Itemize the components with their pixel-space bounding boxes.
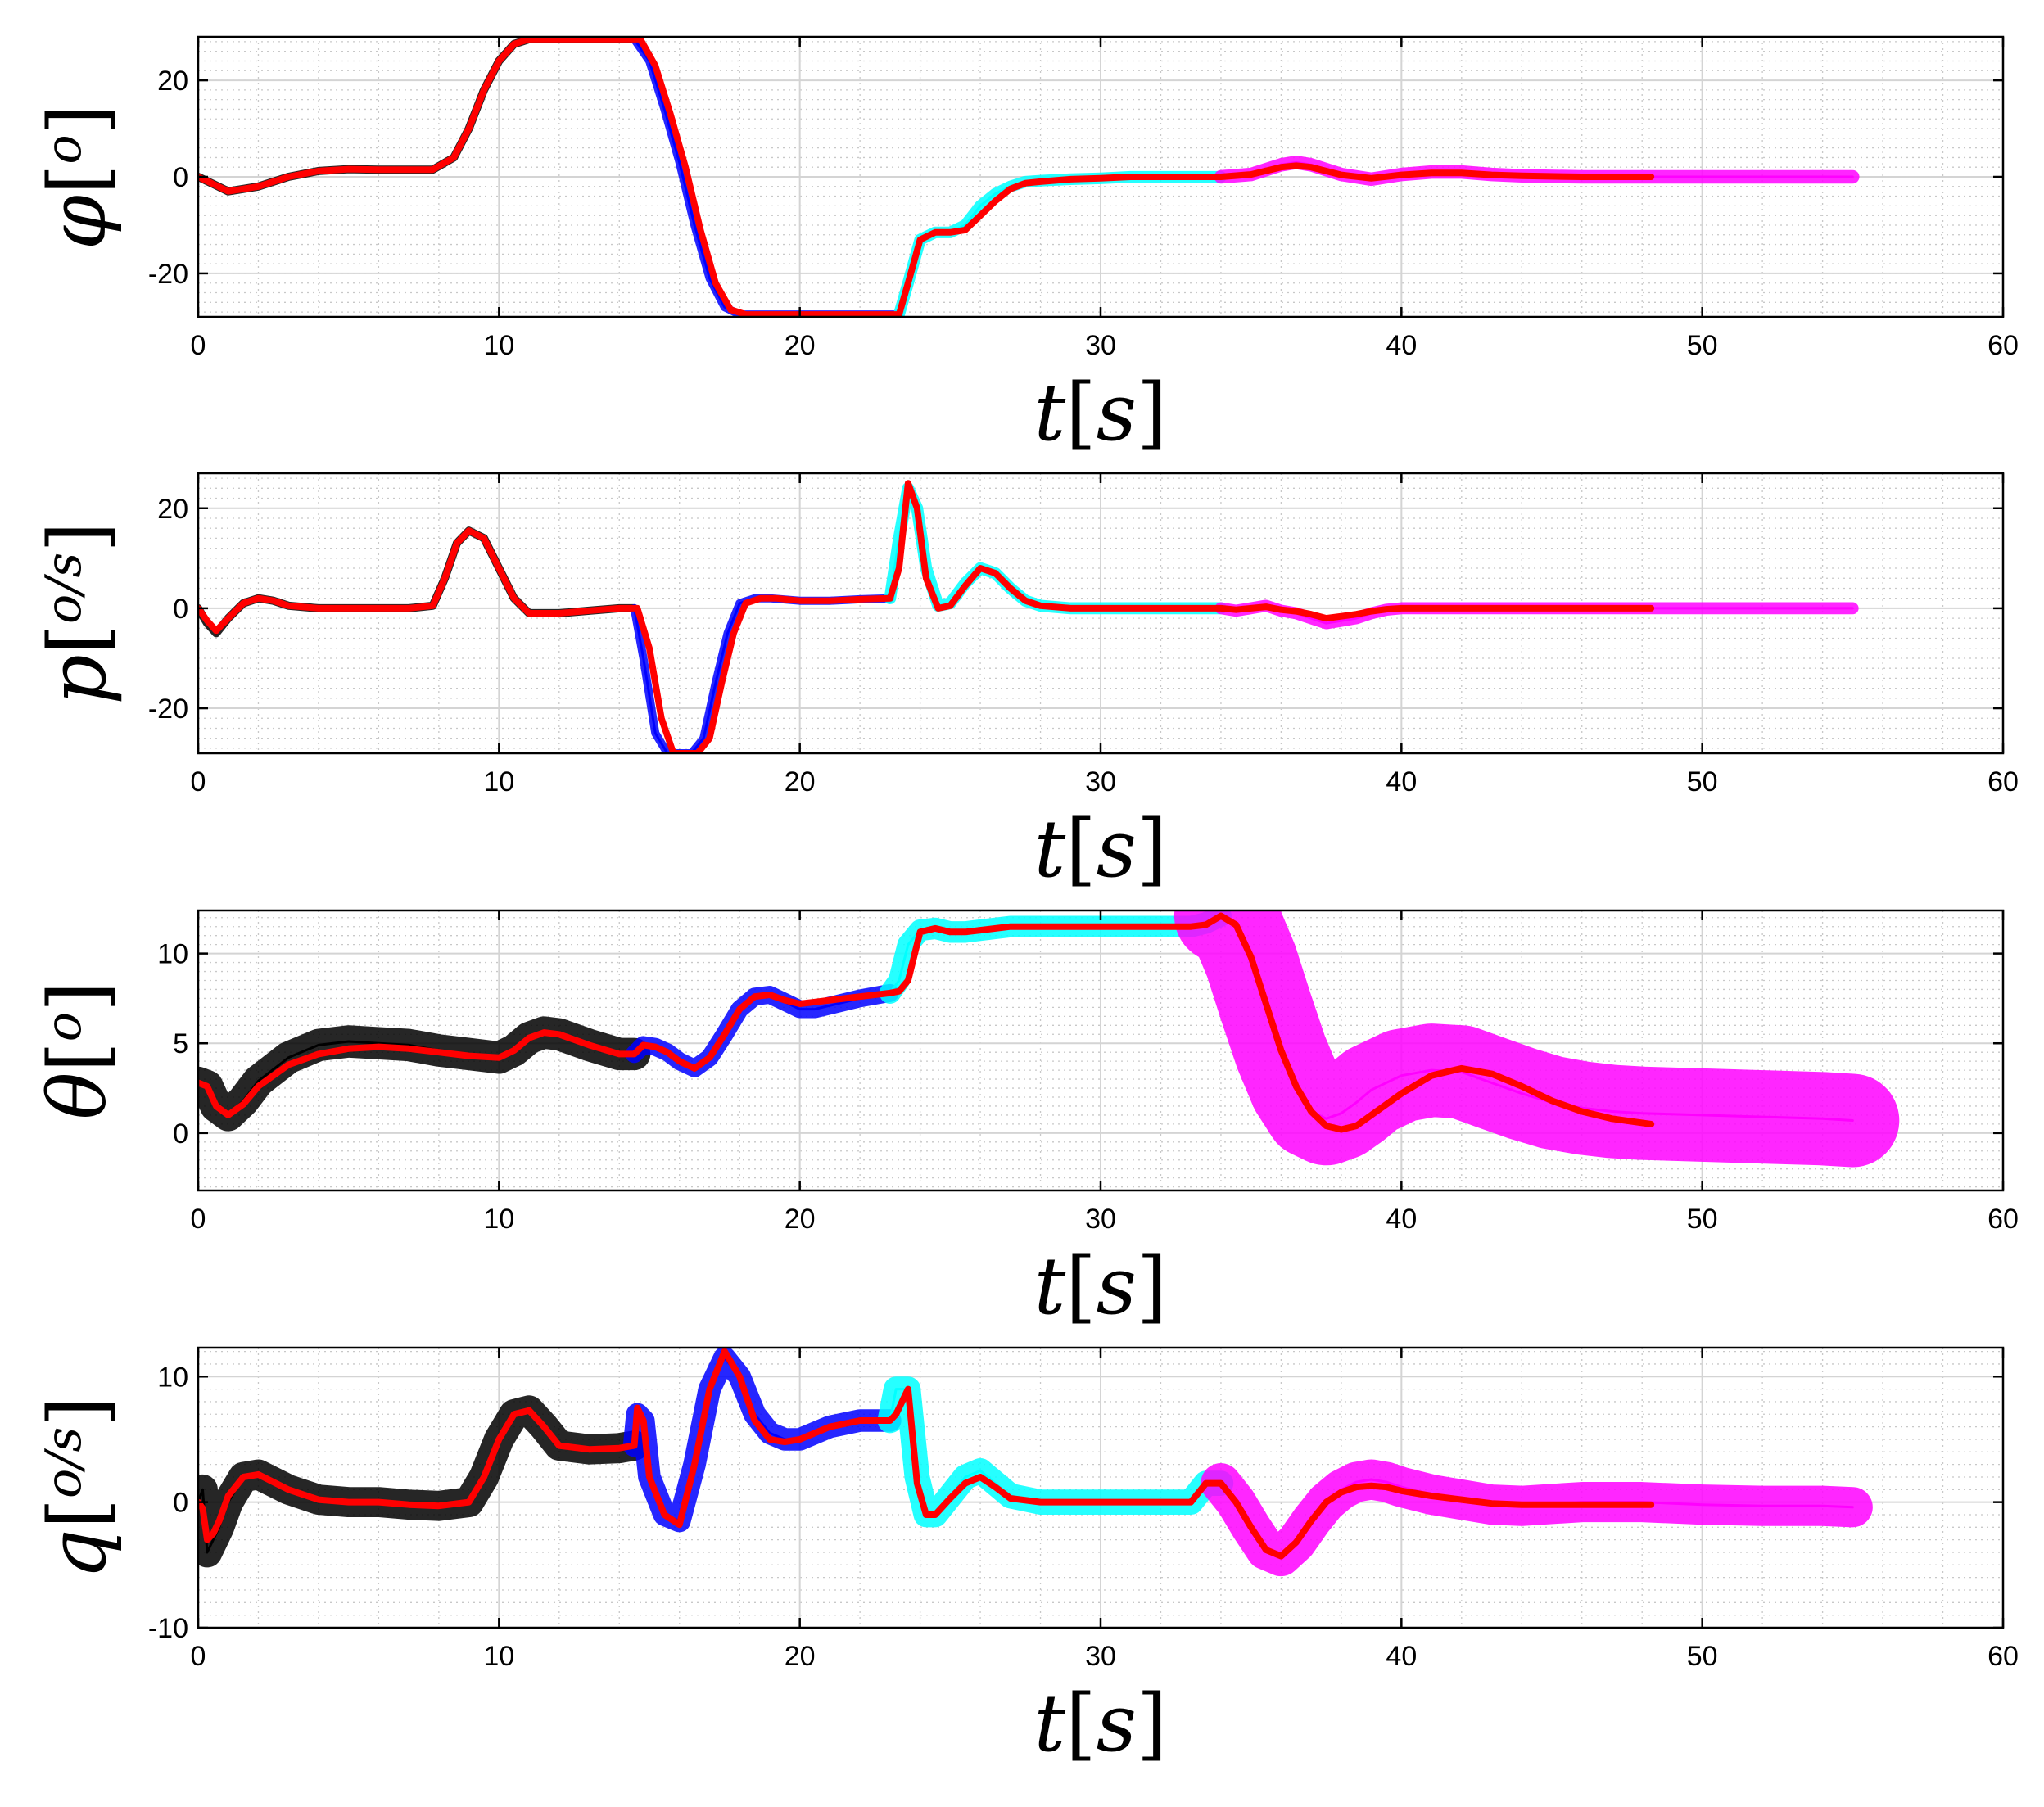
x-axis-label-unit: s xyxy=(1097,1240,1137,1332)
y-axis-label: θ[o] xyxy=(32,982,124,1120)
x-axis-label-open: [ xyxy=(1065,803,1096,895)
y-axis-label-symbol: φ xyxy=(32,195,124,250)
series-reference-line xyxy=(198,480,1655,753)
x-tick-label: 0 xyxy=(191,766,206,797)
y-tick-label: 0 xyxy=(173,1118,188,1150)
x-axis-label-close: ] xyxy=(1137,1240,1167,1332)
y-tick-label: -20 xyxy=(148,693,188,725)
x-tick-label: 20 xyxy=(785,330,816,361)
y-axis-label-unit: o/s xyxy=(35,1427,93,1498)
y-axis-label-open: [ xyxy=(32,1498,124,1529)
y-axis-label-symbol: p xyxy=(32,654,124,704)
x-tick-label: 60 xyxy=(1987,766,2019,797)
x-axis-label-close: ] xyxy=(1137,367,1167,459)
x-tick-label: 40 xyxy=(1386,330,1417,361)
y-axis-label-symbol: θ xyxy=(32,1073,124,1120)
y-tick-label: 20 xyxy=(157,494,188,525)
x-tick-label: 50 xyxy=(1687,1641,1718,1672)
y-axis-label-unit: o xyxy=(35,134,93,164)
y-axis-label-close: ] xyxy=(32,982,124,1012)
y-tick-label: 0 xyxy=(173,1488,188,1519)
y-tick-label: 0 xyxy=(173,594,188,625)
y-axis-label-open: [ xyxy=(32,624,124,654)
x-tick-label: 0 xyxy=(191,1641,206,1672)
series-group xyxy=(198,37,1860,317)
series-reference-line xyxy=(198,37,1655,317)
x-tick-label: 20 xyxy=(785,1641,816,1672)
x-axis-label: t[s] xyxy=(1034,1678,1168,1769)
x-axis-label-unit: s xyxy=(1097,803,1137,895)
y-axis-label-close: ] xyxy=(32,1396,124,1426)
y-axis-label: q[o/s] xyxy=(32,1396,124,1579)
x-axis-label: t[s] xyxy=(1034,803,1168,895)
series-group xyxy=(198,480,1859,753)
x-axis-label-open: [ xyxy=(1065,1240,1096,1332)
y-tick-label: 0 xyxy=(173,162,188,193)
x-tick-label: 30 xyxy=(1085,766,1116,797)
y-axis-label-close: ] xyxy=(32,522,124,552)
x-axis-label-open: [ xyxy=(1065,1678,1096,1769)
y-axis-label-unit: o/s xyxy=(35,553,93,624)
y-tick-label: -20 xyxy=(148,259,188,290)
series-group xyxy=(198,910,1900,1168)
x-tick-label: 50 xyxy=(1687,1204,1718,1235)
y-tick-label: 5 xyxy=(173,1028,188,1059)
x-tick-label: 40 xyxy=(1386,1204,1417,1235)
y-axis-label-open: [ xyxy=(32,1041,124,1072)
y-axis-label-symbol: q xyxy=(32,1529,124,1579)
x-tick-label: 60 xyxy=(1987,1641,2019,1672)
x-axis-label-symbol: t xyxy=(1034,367,1066,459)
x-axis-label-close: ] xyxy=(1137,1678,1167,1769)
series-reference-line xyxy=(198,912,1655,1133)
x-tick-label: 60 xyxy=(1987,1204,2019,1235)
x-tick-label: 10 xyxy=(483,766,514,797)
x-tick-label: 40 xyxy=(1386,1641,1417,1672)
x-tick-label: 30 xyxy=(1085,1641,1116,1672)
x-tick-label: 40 xyxy=(1386,766,1417,797)
x-tick-label: 50 xyxy=(1687,330,1718,361)
series-reference-line xyxy=(198,1348,1655,1560)
y-axis-label: p[o/s] xyxy=(32,522,124,705)
x-tick-label: 60 xyxy=(1987,330,2019,361)
y-axis-label-open: [ xyxy=(32,164,124,194)
y-tick-label: -10 xyxy=(148,1613,188,1644)
x-axis-label: t[s] xyxy=(1034,1240,1168,1332)
y-tick-label: 10 xyxy=(157,939,188,970)
x-tick-label: 20 xyxy=(785,1204,816,1235)
y-tick-label: 10 xyxy=(157,1362,188,1393)
x-axis-label-symbol: t xyxy=(1034,1678,1066,1769)
y-axis-label-close: ] xyxy=(32,104,124,134)
x-axis-label-symbol: t xyxy=(1034,803,1066,895)
x-tick-label: 0 xyxy=(191,330,206,361)
x-tick-label: 0 xyxy=(191,1204,206,1235)
x-axis-label-open: [ xyxy=(1065,367,1096,459)
x-tick-label: 30 xyxy=(1085,330,1116,361)
x-axis-label-unit: s xyxy=(1097,1678,1137,1769)
y-axis-label: φ[o] xyxy=(32,104,124,250)
x-axis-label-close: ] xyxy=(1137,803,1167,895)
x-tick-label: 50 xyxy=(1687,766,1718,797)
y-axis-label-unit: o xyxy=(35,1012,93,1041)
grid xyxy=(198,37,2003,317)
x-tick-label: 10 xyxy=(483,1204,514,1235)
series-group xyxy=(198,1348,1873,1577)
x-tick-label: 10 xyxy=(483,330,514,361)
x-axis-label-symbol: t xyxy=(1034,1240,1066,1332)
x-tick-label: 30 xyxy=(1085,1204,1116,1235)
x-tick-label: 10 xyxy=(483,1641,514,1672)
x-axis-label-unit: s xyxy=(1097,367,1137,459)
x-tick-label: 20 xyxy=(785,766,816,797)
y-tick-label: 20 xyxy=(157,66,188,97)
x-axis-label: t[s] xyxy=(1034,367,1168,459)
